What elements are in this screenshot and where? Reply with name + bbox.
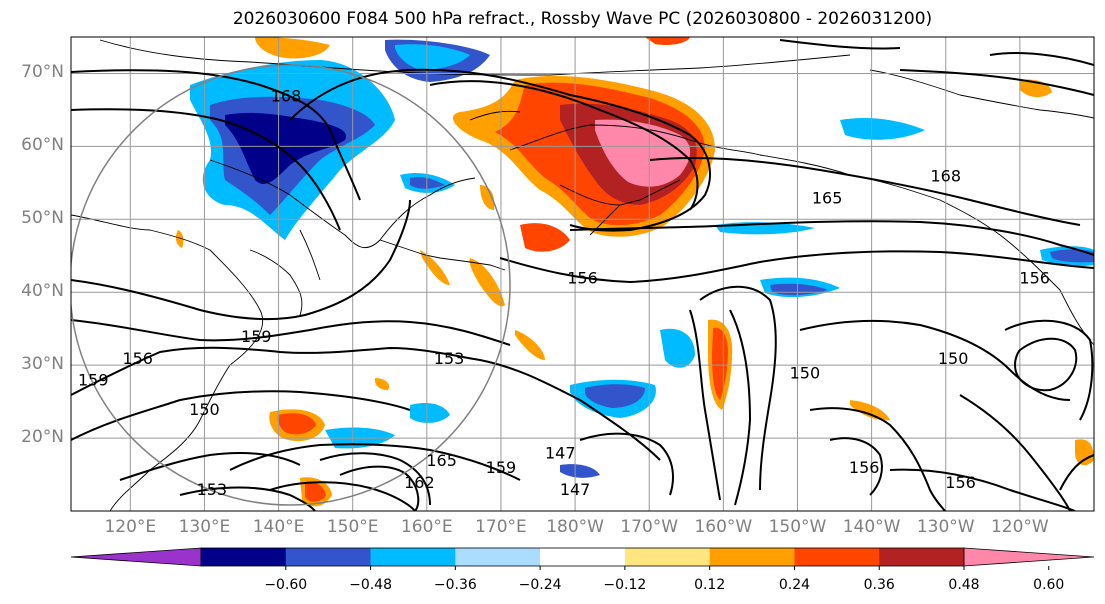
shaded-anomalies: [175, 37, 1094, 507]
contour-label: 156: [945, 473, 976, 492]
lon-tick-label: 140°W: [842, 517, 901, 537]
colorbar-tick: 0.24: [778, 577, 811, 593]
contour-label: 150: [790, 363, 821, 382]
lon-tick-label: 150°E: [326, 517, 379, 537]
colorbar: [70, 547, 1095, 570]
contour-lines: [71, 39, 1094, 511]
lat-tick-label: 70°N: [21, 62, 64, 83]
figure-title: 2026030600 F084 500 hPa refract., Rossby…: [232, 9, 933, 29]
lon-tick-label: 150°W: [768, 517, 827, 537]
lat-tick-label: 40°N: [21, 281, 64, 302]
colorbar-extend-low: [70, 547, 202, 567]
lon-tick-label: 120°E: [104, 517, 157, 537]
contour-label: 150: [938, 349, 969, 368]
colorbar-segment: [624, 548, 711, 566]
contour-label: 159: [78, 371, 109, 390]
lon-tick-label: 180°W: [546, 517, 604, 537]
contour-label: 159: [241, 327, 272, 346]
lat-tick-label: 50°N: [21, 208, 64, 229]
contour-label: 165: [812, 188, 843, 207]
map-frame: [70, 36, 1095, 512]
contour-label: 156: [567, 269, 598, 288]
lon-tick-label: 120°W: [990, 517, 1049, 537]
contour-label: 147: [560, 480, 591, 499]
contour-label: 156: [122, 349, 153, 368]
contour-label: 153: [197, 480, 228, 499]
lon-tick-label: 130°W: [916, 517, 975, 537]
contour-label: 147: [545, 444, 576, 463]
colorbar-segment: [540, 548, 626, 566]
colorbar-tick: −0.24: [518, 577, 562, 593]
colorbar-tick: 0.48: [948, 577, 980, 593]
contour-label: 156: [1019, 269, 1050, 288]
colorbar-tick: −0.60: [264, 577, 308, 593]
colorbar-tick: 0.36: [863, 577, 895, 593]
contour-label: 168: [930, 167, 961, 186]
colorbar-segment: [201, 548, 287, 566]
colorbar-segment: [879, 548, 965, 566]
colorbar-tick: −0.12: [603, 577, 647, 593]
contour-label: 165: [426, 451, 457, 470]
colorbar-segment: [709, 548, 795, 566]
colorbar-tick: 0.12: [694, 577, 726, 593]
contour-label: 156: [849, 458, 880, 477]
colorbar-tick: 0.60: [1033, 577, 1065, 593]
contour-label: 159: [486, 458, 517, 477]
lat-tick-label: 30°N: [21, 354, 64, 375]
contour-label: 162: [404, 473, 435, 492]
contour-label: 153: [434, 349, 465, 368]
colorbar-segment: [455, 548, 541, 566]
lon-tick-label: 130°E: [178, 517, 231, 537]
lon-tick-label: 160°W: [694, 517, 753, 537]
contour-label: 168: [271, 86, 302, 105]
colorbar-segment: [285, 548, 372, 566]
contour-label: 150: [189, 400, 220, 419]
rossby-wave-circle: [71, 64, 511, 506]
colorbar-segment: [370, 548, 456, 566]
lat-tick-label: 20°N: [21, 427, 64, 448]
lon-tick-label: 170°W: [620, 517, 679, 537]
lon-tick-label: 140°E: [252, 517, 305, 537]
lon-tick-label: 160°E: [400, 517, 453, 537]
colorbar-tick: −0.36: [433, 577, 477, 593]
map-area: 168 168 165 156 156 159 156 153 150 159 150 147 165 1…: [71, 37, 1094, 511]
contour-labels: 168 168 165 156 156 159 156 153 150 159 150 147 165 1…: [78, 86, 1050, 499]
lon-tick-label: 170°E: [475, 517, 527, 537]
colorbar-segment: [794, 548, 880, 566]
colorbar-extend-high: [963, 547, 1095, 567]
lat-tick-label: 60°N: [21, 135, 64, 156]
colorbar-tick: −0.48: [349, 577, 392, 593]
